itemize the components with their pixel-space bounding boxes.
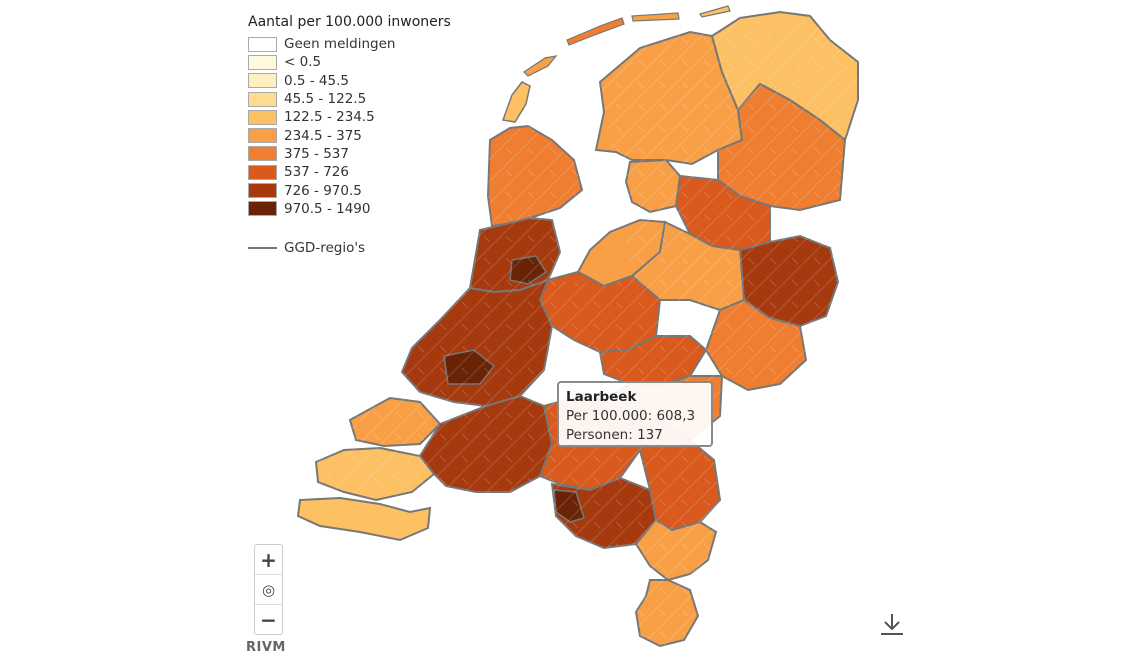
- legend-swatch: [248, 36, 277, 52]
- region-zeeuws-vlaanderen[interactable]: [296, 496, 432, 542]
- legend-swatch: [248, 73, 277, 89]
- legend-swatch: [248, 183, 277, 199]
- wadden-islands[interactable]: [501, 5, 731, 123]
- legend-item: 122.5 - 234.5: [248, 108, 451, 126]
- region-ameland[interactable]: [631, 12, 680, 22]
- region-vlieland[interactable]: [523, 55, 558, 77]
- region-texel[interactable]: [501, 81, 531, 123]
- tooltip-region-name: Laarbeek: [566, 389, 637, 405]
- legend-item: 970.5 - 1490: [248, 200, 451, 218]
- legend-item: 0.5 - 45.5: [248, 72, 451, 90]
- download-icon[interactable]: [878, 612, 906, 638]
- rivm-credit: RIVM: [246, 640, 286, 655]
- legend-swatch: [248, 128, 277, 144]
- region-terschelling[interactable]: [566, 17, 625, 46]
- legend-swatch: [248, 146, 277, 162]
- legend-swatch: [248, 91, 277, 107]
- legend-swatch: [248, 109, 277, 125]
- tooltip-persons: Personen: 137: [566, 427, 663, 443]
- ggd-line-symbol: [248, 246, 277, 249]
- legend-item: 234.5 - 375: [248, 126, 451, 144]
- legend-item: < 0.5: [248, 53, 451, 71]
- legend-item: 537 - 726: [248, 163, 451, 181]
- tooltip-per100k: Per 100.000: 608,3: [566, 408, 696, 424]
- zoom-controls: + ◎ −: [254, 544, 283, 635]
- legend-item: 45.5 - 122.5: [248, 90, 451, 108]
- locate-button[interactable]: ◎: [255, 575, 282, 605]
- legend-ggd-regions: GGD-regio's: [248, 240, 451, 256]
- region-schiermonnikoog[interactable]: [699, 5, 731, 18]
- region-tooltip: Laarbeek Per 100.000: 608,3 Personen: 13…: [557, 381, 713, 447]
- legend-swatch: [248, 54, 277, 70]
- map-legend: Aantal per 100.000 inwoners Geen melding…: [248, 14, 451, 256]
- legend-item: Geen meldingen: [248, 35, 451, 53]
- zoom-out-button[interactable]: −: [260, 607, 277, 632]
- legend-swatch: [248, 201, 277, 217]
- legend-title: Aantal per 100.000 inwoners: [248, 14, 451, 30]
- legend-item: 375 - 537: [248, 145, 451, 163]
- zoom-in-button[interactable]: +: [255, 545, 282, 575]
- legend-swatch: [248, 164, 277, 180]
- legend-item: 726 - 970.5: [248, 181, 451, 199]
